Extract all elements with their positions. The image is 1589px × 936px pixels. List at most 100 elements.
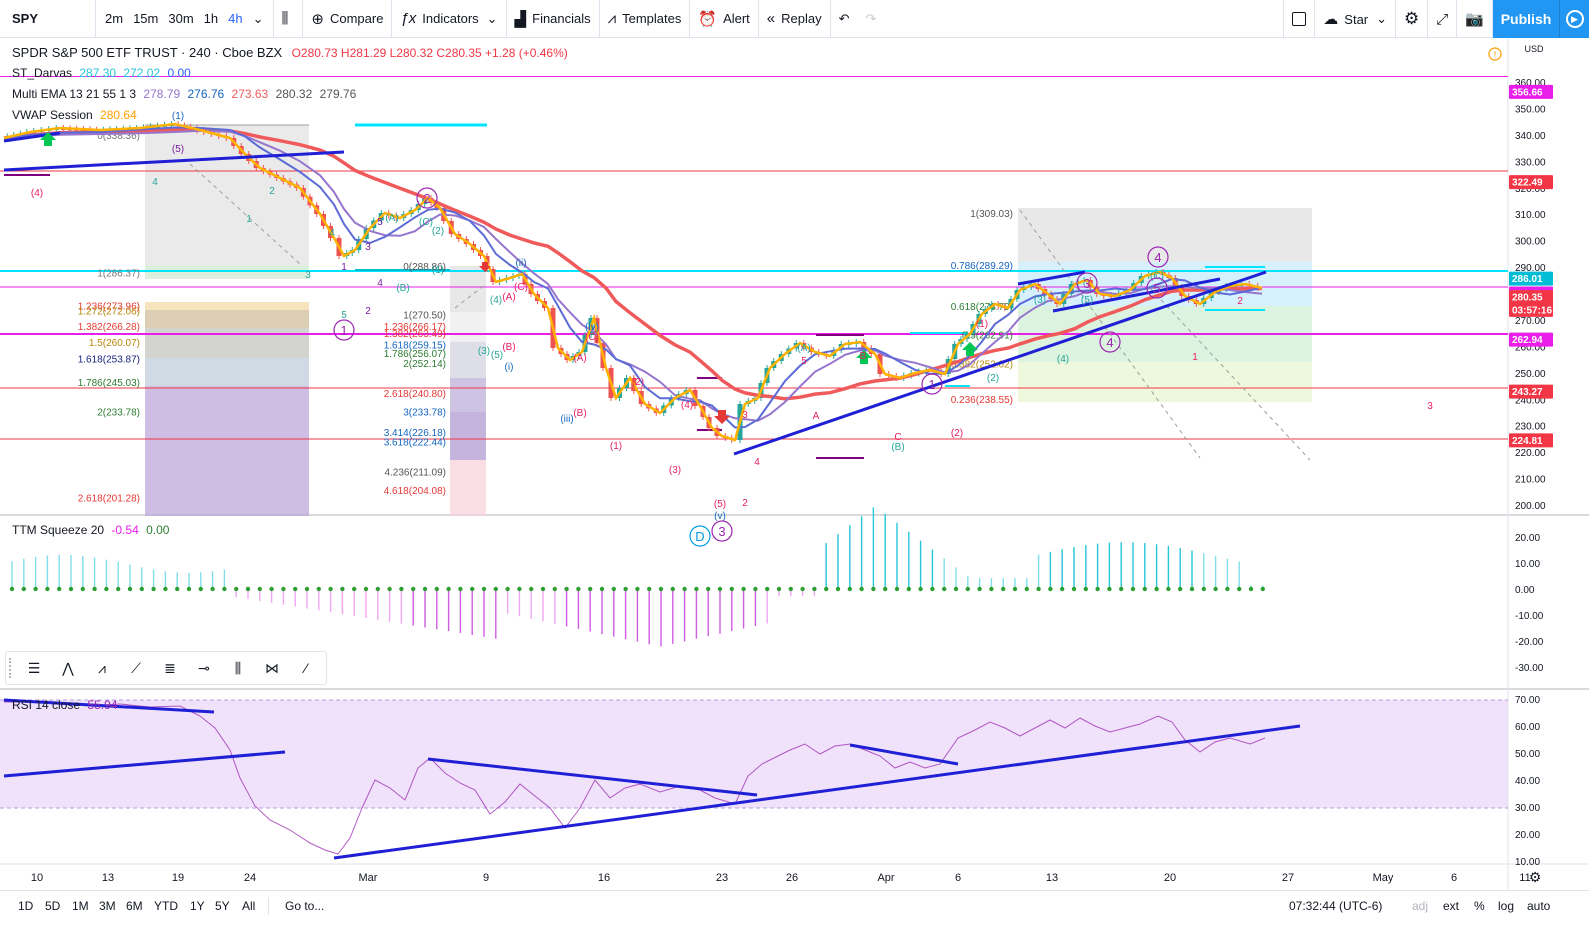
rsi-axis[interactable]: 70.00 60.00 50.00 40.00 30.00 20.00 10.00	[1515, 695, 1540, 868]
wave-pattern-icon[interactable]: ⩘	[98, 659, 106, 676]
wave-label[interactable]: (4)	[1057, 354, 1069, 365]
snapshot-button[interactable]: 📷	[1457, 0, 1493, 38]
ttm-bar[interactable]	[883, 513, 888, 592]
ttm-bar[interactable]	[706, 586, 711, 637]
wave-circle-label[interactable]: 4	[1147, 246, 1169, 268]
wave-circle-label[interactable]: D	[689, 525, 711, 547]
ttm-bar[interactable]	[1154, 544, 1159, 592]
templates-button[interactable]: ⩘ Templates	[600, 0, 691, 38]
undo-button[interactable]: ↶	[831, 0, 858, 38]
symbol-search[interactable]: SPY	[0, 0, 96, 38]
interval-30m[interactable]: 30m	[168, 11, 194, 26]
ttm-bar[interactable]	[234, 586, 239, 598]
toggle-adj[interactable]: adj	[1412, 899, 1429, 913]
ttm-bar[interactable]	[269, 586, 274, 603]
wave-label[interactable]: 4	[377, 278, 383, 289]
ttm-bar[interactable]	[434, 586, 439, 630]
redo-button[interactable]: ↷	[858, 0, 885, 38]
ttm-bar[interactable]	[599, 586, 605, 635]
wave-label[interactable]: (4)	[490, 295, 502, 306]
price-tag[interactable]: 03:57:16	[1509, 302, 1553, 317]
ttm-bar[interactable]	[293, 586, 298, 607]
ttm-bar[interactable]	[1107, 542, 1112, 592]
wave-label[interactable]: 4	[329, 228, 335, 239]
ttm-bar[interactable]	[658, 586, 664, 647]
star-button[interactable]: ☁ Star ⌄	[1315, 0, 1397, 38]
ema-55-line[interactable]	[3, 128, 1263, 401]
ttm-bar[interactable]	[458, 586, 463, 634]
ttm-bar[interactable]	[942, 558, 947, 592]
ttm-bar[interactable]	[576, 586, 581, 629]
chart-style-button[interactable]: ⫼	[274, 0, 304, 38]
ttm-bar[interactable]	[635, 586, 640, 642]
ttm-bar[interactable]	[9, 561, 15, 592]
wave-label[interactable]: (C)	[514, 282, 528, 293]
wave-label[interactable]: 1	[1192, 352, 1198, 363]
ttm-legend[interactable]: TTM Squeeze 20 -0.54 0.00	[12, 523, 173, 537]
wave-label[interactable]: (4)	[31, 188, 43, 199]
trend-line[interactable]	[3, 750, 286, 778]
wave-label[interactable]: (1)	[432, 265, 444, 276]
price-tag[interactable]: 356.66	[1509, 84, 1553, 99]
ttm-bar[interactable]	[151, 569, 156, 592]
wave-label[interactable]: B	[860, 351, 867, 362]
ttm-bar[interactable]	[1237, 561, 1242, 592]
wave-label[interactable]: A	[813, 411, 820, 422]
play-button[interactable]: ▶	[1559, 0, 1589, 38]
price-tag[interactable]: 322.49	[1509, 175, 1553, 190]
ttm-bar[interactable]	[163, 571, 168, 592]
dashed-trend[interactable]	[189, 163, 301, 265]
ttm-bar[interactable]	[304, 586, 310, 609]
rsi-trend-lines[interactable]	[3, 698, 1301, 860]
price-tag[interactable]: 286.01	[1509, 271, 1553, 286]
wave-circle-label[interactable]: 1	[921, 373, 943, 395]
wave-label[interactable]: (A)	[502, 292, 515, 303]
ttm-bar[interactable]	[80, 555, 86, 592]
price-tag[interactable]: 280.35	[1509, 290, 1553, 305]
ttm-bar[interactable]	[387, 586, 392, 622]
trend-line[interactable]	[427, 757, 758, 797]
pen-trend-icon[interactable]: ⟋	[131, 659, 141, 676]
ttm-bar[interactable]	[1260, 585, 1266, 592]
wave-label[interactable]: 2	[365, 306, 371, 317]
expand-button[interactable]: ⤢	[1428, 0, 1458, 38]
ttm-bar[interactable]	[1095, 543, 1100, 592]
wave-label[interactable]: (1)	[976, 319, 988, 330]
ttm-bar[interactable]	[139, 567, 144, 592]
trend-line[interactable]	[333, 724, 1301, 860]
toggle-percent[interactable]: %	[1474, 899, 1485, 913]
range-5y[interactable]: 5Y	[215, 899, 230, 913]
wave-label[interactable]: 4	[754, 457, 760, 468]
indicators-button[interactable]: ƒx Indicators ⌄	[392, 0, 507, 38]
ttm-bar[interactable]	[977, 578, 982, 592]
long-position-icon[interactable]: ⫼	[234, 659, 242, 676]
wave-label[interactable]: (3)	[478, 346, 490, 357]
wave-label[interactable]: (2)	[632, 377, 644, 388]
wave-label[interactable]: (B)	[573, 408, 586, 419]
wave-label[interactable]: (2)	[951, 428, 963, 439]
range-1m[interactable]: 1M	[72, 899, 89, 913]
wave-label[interactable]: 1	[246, 214, 252, 225]
ttm-bar[interactable]	[776, 586, 782, 597]
ttm-bar[interactable]	[788, 586, 793, 597]
ttm-bar[interactable]	[1248, 585, 1254, 592]
trend-line[interactable]	[3, 698, 215, 714]
ttm-bar[interactable]	[953, 567, 959, 592]
ttm-bar[interactable]	[717, 586, 723, 634]
ttm-bar[interactable]	[965, 576, 970, 592]
ttm-bar[interactable]	[57, 554, 62, 592]
rsi-legend[interactable]: RSI 14 close 55.94	[12, 698, 121, 712]
trend-line-icon[interactable]: ⁄	[304, 660, 308, 676]
wave-label[interactable]: (v)	[714, 511, 726, 522]
dashed-trend[interactable]	[1019, 209, 1201, 459]
horizontal-ray-icon[interactable]: ⊸	[198, 659, 210, 676]
ttm-bar[interactable]	[1201, 553, 1207, 592]
wave-label[interactable]: (A)	[797, 343, 810, 354]
ttm-bar[interactable]	[871, 507, 876, 592]
wave-label[interactable]: 3	[365, 242, 371, 253]
ttm-bar[interactable]	[623, 586, 628, 640]
range-1d[interactable]: 1D	[18, 899, 34, 913]
ttm-bar[interactable]	[824, 543, 829, 592]
ttm-bar[interactable]	[564, 586, 569, 627]
ttm-bar[interactable]	[245, 586, 251, 600]
